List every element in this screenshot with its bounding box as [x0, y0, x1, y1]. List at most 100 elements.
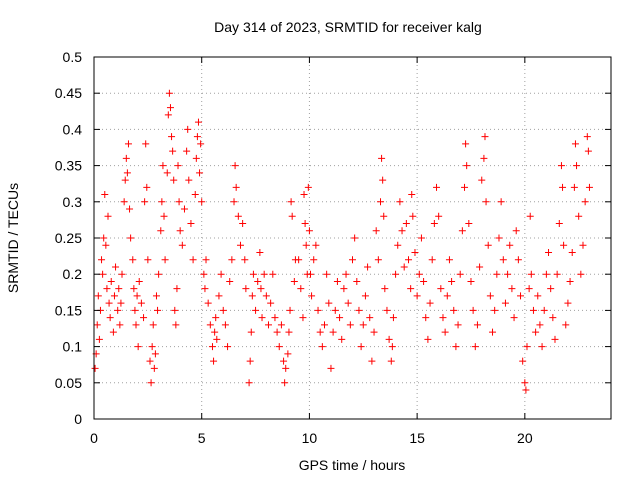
data-point [402, 220, 410, 228]
data-point [381, 285, 389, 293]
data-point [448, 277, 456, 285]
data-point [529, 306, 537, 314]
data-point [536, 321, 544, 329]
data-point [441, 328, 449, 336]
data-point [176, 227, 184, 235]
data-point [288, 212, 296, 220]
data-point [553, 270, 561, 278]
data-point [351, 234, 359, 242]
data-point [456, 270, 464, 278]
data-point [100, 234, 108, 242]
data-point [405, 256, 413, 264]
data-point [318, 343, 326, 351]
data-point [346, 321, 354, 329]
data-point [437, 285, 445, 293]
data-point [302, 241, 310, 249]
data-point [387, 357, 395, 365]
data-point [435, 212, 443, 220]
data-point [204, 299, 212, 307]
data-point [370, 328, 378, 336]
data-point [107, 277, 115, 285]
x-tick-label: 20 [517, 430, 533, 446]
data-point [400, 263, 408, 271]
data-point [173, 285, 181, 293]
data-point [577, 270, 585, 278]
data-point [519, 357, 527, 365]
data-point [137, 299, 145, 307]
data-point [264, 321, 272, 329]
data-point [249, 270, 257, 278]
data-point [426, 299, 434, 307]
data-point [116, 321, 124, 329]
y-tick-label: 0.25 [55, 230, 82, 246]
data-point [379, 176, 387, 184]
data-point [312, 241, 320, 249]
data-point [522, 386, 530, 394]
data-point [357, 343, 365, 351]
x-tick-labels: 0 5 10 15 20 [90, 430, 533, 446]
data-point [159, 162, 167, 170]
data-point [239, 220, 247, 228]
data-point [247, 328, 255, 336]
data-point [555, 220, 563, 228]
data-point [394, 241, 402, 249]
data-point [501, 299, 509, 307]
y-tick-label: 0 [74, 411, 82, 427]
data-point [476, 263, 484, 271]
data-point [566, 277, 574, 285]
data-point [213, 335, 221, 343]
data-point [262, 292, 270, 300]
data-point [385, 335, 393, 343]
data-point [478, 176, 486, 184]
data-point [557, 162, 565, 170]
data-point [135, 277, 143, 285]
data-point [286, 306, 294, 314]
data-point [377, 198, 385, 206]
data-point [234, 212, 242, 220]
data-point [150, 364, 158, 372]
x-tick-label: 10 [302, 430, 318, 446]
data-point [469, 306, 477, 314]
data-point [126, 205, 134, 213]
data-point [547, 285, 555, 293]
data-point [581, 198, 589, 206]
data-point [98, 256, 106, 264]
data-point [226, 277, 234, 285]
data-point [109, 328, 117, 336]
data-point [333, 277, 341, 285]
data-point [166, 104, 174, 112]
data-point [236, 241, 244, 249]
data-point [353, 277, 361, 285]
data-point [197, 140, 205, 148]
data-point [523, 343, 531, 351]
y-axis-title: SRMTID / TECUs [5, 183, 21, 293]
data-point [183, 147, 191, 155]
data-point [277, 321, 285, 329]
data-point [93, 321, 101, 329]
data-point [221, 321, 229, 329]
data-point [314, 306, 322, 314]
data-point [206, 321, 214, 329]
data-point [388, 343, 396, 351]
data-point [102, 241, 110, 249]
data-point [571, 140, 579, 148]
data-point [95, 335, 103, 343]
data-point [433, 183, 441, 191]
data-point [101, 191, 109, 199]
data-point [323, 270, 331, 278]
data-point [306, 270, 314, 278]
data-point [450, 306, 458, 314]
data-point [344, 299, 352, 307]
data-point [521, 379, 529, 387]
data-point [143, 183, 151, 191]
data-point [180, 205, 188, 213]
data-point [525, 285, 533, 293]
data-point [198, 198, 206, 206]
data-point [170, 176, 178, 184]
data-point [493, 270, 501, 278]
data-point [417, 234, 425, 242]
axis-ticks [93, 56, 611, 420]
data-point [534, 292, 542, 300]
data-point [497, 198, 505, 206]
data-point [248, 292, 256, 300]
